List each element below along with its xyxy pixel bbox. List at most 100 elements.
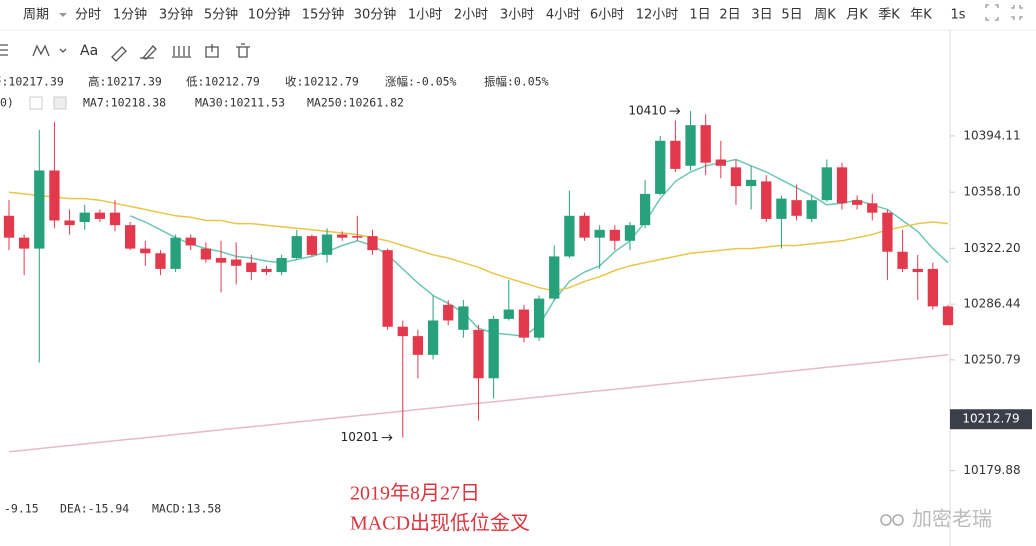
interval-option[interactable]: 5分钟 [204,7,238,23]
candle-body [761,181,772,219]
interval-option[interactable]: 5日 [781,8,802,23]
price-tag-label: 10212.79 [962,412,1019,426]
macd-label: MACD:13.58 [152,502,221,516]
ohlc-value: 开:10217.39 [0,75,64,89]
interval-option[interactable]: 15分钟 [302,7,345,23]
ohlc-value: 涨幅:-0.05% [385,75,457,89]
interval-option[interactable]: 6小时 [590,8,624,23]
period-label[interactable]: 周期 [23,8,49,23]
interval-option[interactable]: 2日 [719,8,740,23]
candle-body [624,225,636,241]
candle-body [549,256,560,299]
interval-option[interactable]: 10分钟 [248,7,291,23]
interval-option[interactable]: 季K [878,8,900,23]
candle-body [34,170,45,249]
candle-body [518,309,530,338]
candle-body [321,234,333,255]
candle-body [200,248,212,260]
candle-body [261,268,272,273]
ma-prefix: 0) [0,96,14,110]
candle-body [579,215,590,238]
candle-body [836,167,848,204]
macd-label: -9.15 [4,502,39,516]
interval-option[interactable]: 周K [814,8,836,23]
candle-body [125,225,136,249]
interval-option[interactable]: 1s [950,8,965,23]
interval-option[interactable]: 1日 [689,8,710,23]
candle-body [564,215,575,257]
candle-body [685,125,696,166]
interval-option[interactable]: 3日 [751,8,772,23]
candle-body [821,167,832,201]
interval-option[interactable]: 年K [910,8,932,23]
ohlc-info: 开:10217.39 高:10217.39 低:10212.79 收:10212.79… [0,75,549,89]
candle-body [64,220,75,226]
candle-body [109,212,121,226]
candle-body [867,203,878,213]
ma-legend: MA7:10218.38 MA30:10211.53 MA250:10261.82 [83,96,404,110]
interval-option[interactable]: 30分钟 [354,7,397,23]
dropdown-icon[interactable] [59,13,67,17]
interval-option[interactable]: 12小时 [636,8,679,23]
plot-area: 10394.11 10358.10 10322.20 10286.44 10250.79… [3,104,1032,477]
fullscreen-icons[interactable] [985,4,1023,21]
candle-body [79,212,90,223]
candle-body [882,212,893,252]
candle-body [715,159,726,166]
candle-body [276,257,287,273]
extreme-label: 10410 [628,104,666,118]
candle-body [231,259,242,266]
candle-body [639,193,651,226]
ohlc-value: 低:10212.79 [186,75,260,89]
candle-body [488,318,499,379]
y-tick-label: 10394.11 [963,128,1020,142]
interval-option[interactable]: 1小时 [408,8,442,23]
interval-option[interactable]: 4小时 [546,8,580,23]
candle-body [367,236,378,251]
candle-body [337,234,348,238]
price-tag [950,409,1032,430]
macd-legend: -9.15 DEA:-15.94 MACD:13.58 [4,502,221,516]
candle-body [473,329,484,379]
candle-body [791,200,802,216]
interval-option[interactable]: 分时 [75,8,101,23]
interval-option[interactable]: 3分钟 [159,7,193,23]
ohlc-value: 高:10217.39 [88,75,162,89]
candle-body [382,250,393,327]
ma-line [8,191,949,292]
note-text: MACD出现低位金叉 [350,512,530,535]
candle-body [806,200,817,219]
candle-body [655,140,666,194]
candle-body [776,198,787,219]
candle-body [3,215,15,238]
candle-body [927,268,939,307]
candle-body [170,237,181,269]
setting-icon[interactable] [29,96,43,110]
interval-option[interactable]: 1分钟 [113,7,147,23]
interval-option[interactable]: 3小时 [500,8,534,23]
candle-body [397,326,408,337]
candle-body [745,179,757,187]
candle-body [215,257,227,263]
y-tick-label: 10358.10 [963,185,1020,199]
candle-body [594,229,605,238]
y-tick-label: 10286.44 [963,297,1020,311]
note-date: 2019年8月27日 [350,482,480,505]
candle-body [352,236,363,238]
watermark-logo [880,514,904,526]
candle-body [306,236,318,255]
candle-body [427,320,439,355]
candle-body [412,336,424,355]
candle-body [533,298,545,338]
drawing-tools[interactable] [0,43,250,62]
candle-body [942,306,954,326]
interval-option[interactable]: 2小时 [454,8,488,23]
text-tool[interactable]: Aa [80,43,98,59]
interval-option[interactable]: 月K [846,8,868,23]
y-tick-label: 10250.79 [963,352,1020,366]
close-icon[interactable] [53,96,67,110]
candle-body [443,304,454,321]
candle-body [94,212,106,219]
